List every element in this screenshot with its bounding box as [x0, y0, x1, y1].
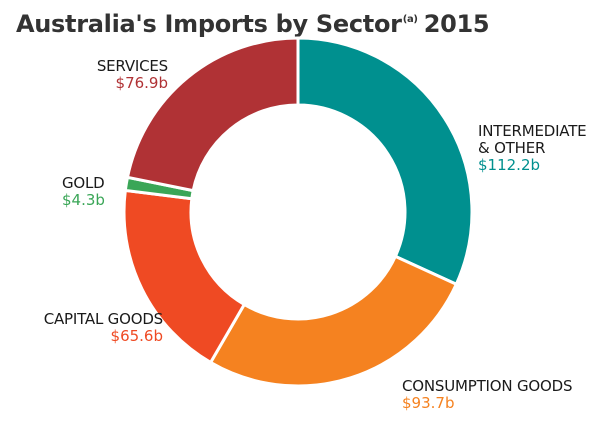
- label-capital-goods-name: CAPITAL GOODS: [43, 310, 164, 328]
- value-gold: $4.3b: [62, 191, 105, 209]
- label-services-name: SERVICES: [96, 57, 168, 75]
- label-intermediate-other-line2: & OTHER: [478, 139, 546, 157]
- label-capital-goods: CAPITAL GOODS $65.6b: [43, 310, 164, 345]
- slice-consumption-goods: [208, 254, 459, 388]
- value-consumption-goods: $93.7b: [402, 394, 455, 412]
- label-intermediate-other-line1: INTERMEDIATE: [478, 122, 587, 140]
- chart-title-year: 2015: [423, 10, 490, 38]
- label-intermediate-other: INTERMEDIATE & OTHER $112.2b: [478, 122, 587, 174]
- label-gold-name: GOLD: [62, 174, 105, 192]
- chart-title-main: Australia's Imports by Sector: [16, 10, 402, 38]
- chart-title: Australia's Imports by Sector(a) 2015: [16, 10, 490, 38]
- label-gold: GOLD $4.3b: [62, 175, 105, 209]
- label-consumption-goods: CONSUMPTION GOODS $93.7b: [402, 378, 572, 412]
- chart-title-footnote-marker: (a): [402, 14, 418, 25]
- value-intermediate-other: $112.2b: [478, 156, 541, 174]
- value-capital-goods: $65.6b: [110, 327, 163, 345]
- value-services: $76.9b: [115, 74, 168, 92]
- slice-intermediate-and-other: [296, 36, 474, 287]
- label-consumption-goods-name: CONSUMPTION GOODS: [402, 377, 573, 395]
- slice-services: [125, 36, 300, 193]
- label-services: SERVICES $76.9b: [97, 58, 168, 92]
